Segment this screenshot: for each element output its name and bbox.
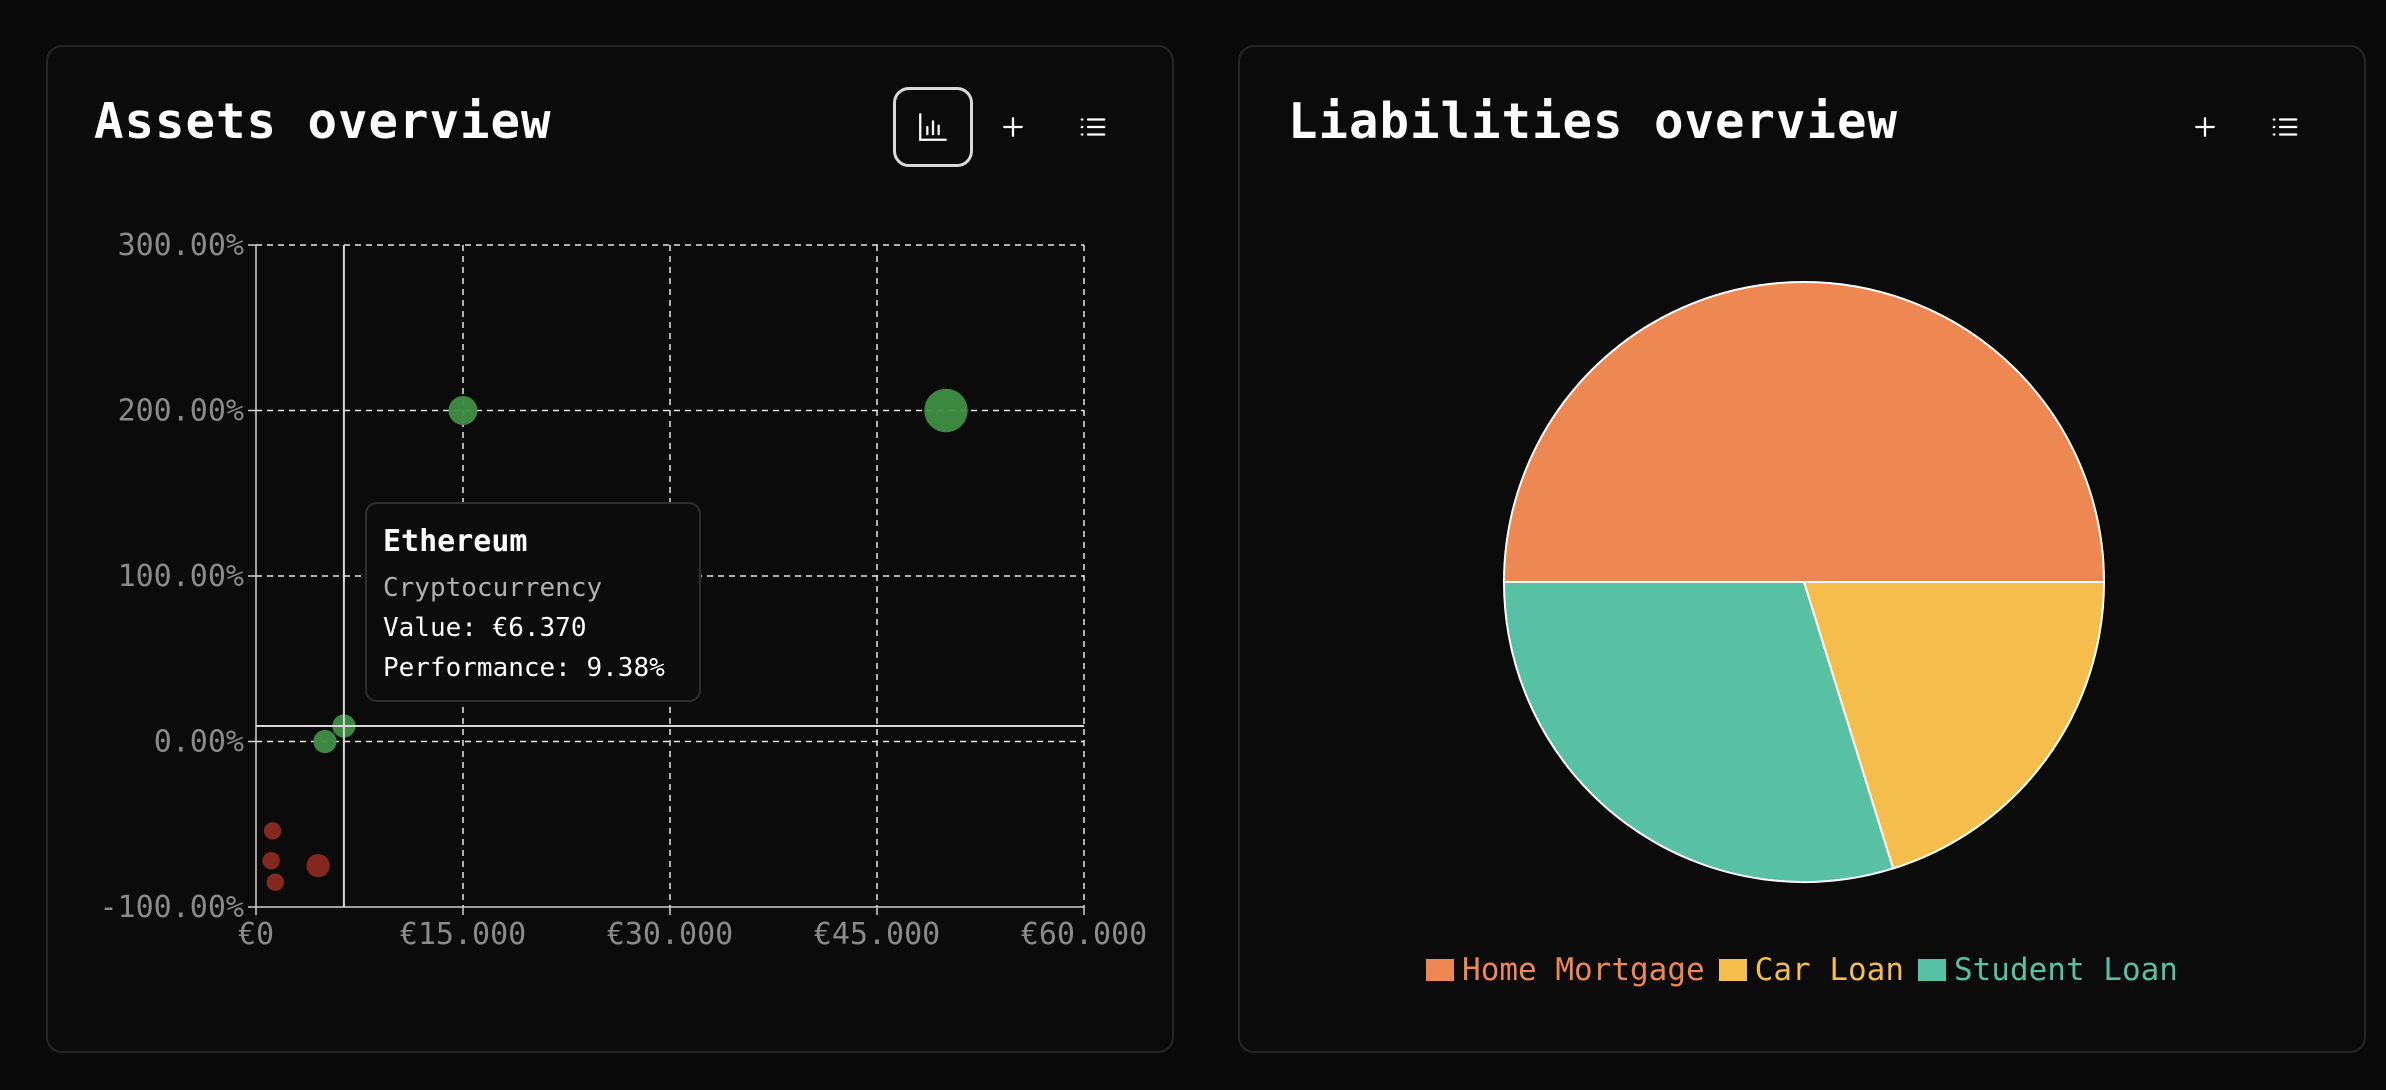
data-point [266, 873, 285, 891]
bar-chart-icon [919, 113, 947, 141]
list-icon [2272, 118, 2298, 136]
plus-icon [1003, 117, 1023, 137]
asset-tooltip: Ethereum Cryptocurrency Value: €6.370 Pe… [365, 502, 701, 702]
data-point [448, 396, 478, 425]
liabilities-pie-chart [1502, 281, 2106, 883]
legend-label: Car Loan [1754, 952, 1904, 988]
assets-title: Assets overview [94, 93, 552, 150]
y-tick-label: 200.00% [118, 394, 244, 429]
x-tick-label: €0 [238, 917, 274, 952]
legend-item[interactable]: Car Loan [1718, 952, 1904, 988]
y-tick-label: 0.00% [154, 725, 244, 760]
y-tick-label: -100.00% [100, 890, 245, 925]
x-tick-label: €15.000 [400, 917, 526, 952]
tooltip-title: Ethereum [383, 524, 528, 559]
data-point [306, 854, 330, 878]
tooltip-value: Value: €6.370 [383, 613, 587, 643]
x-tick-label: €30.000 [607, 917, 733, 952]
add-asset-button[interactable] [973, 87, 1053, 167]
x-tick-label: €60.000 [1021, 917, 1147, 952]
pie-slice-student-loan [1502, 581, 1895, 883]
legend-item[interactable]: Student Loan [1917, 952, 2178, 988]
x-tick-label: €45.000 [814, 917, 940, 952]
assets-scatter-chart: €0 €15.000 €30.000 €45.000 €60.000 -100.00% 0.… [100, 228, 1148, 952]
pie-slice-home-mortgage [1502, 281, 2106, 583]
liabilities-overview-card: Liabilities overview Home Mortgage Car Lo… [1238, 45, 2366, 1053]
legend-swatch [1426, 959, 1455, 981]
plus-icon [2195, 117, 2215, 137]
legend-label: Home Mortgage [1462, 952, 1705, 988]
tooltip-performance: Performance: 9.38% [383, 653, 665, 683]
legend-swatch [1917, 959, 1946, 981]
data-point [262, 851, 280, 870]
add-liability-button[interactable] [2165, 87, 2245, 167]
data-point [924, 388, 968, 433]
pie-legend: Home Mortgage Car Loan Student Loan [1240, 952, 2364, 988]
legend-label: Student Loan [1953, 952, 2178, 988]
pie-slice-car-loan [1802, 581, 2106, 870]
asset-list-button[interactable] [1053, 87, 1133, 167]
legend-item[interactable]: Home Mortgage [1426, 952, 1705, 988]
list-icon [1080, 118, 1106, 136]
tooltip-subtitle: Cryptocurrency [383, 573, 603, 603]
chart-view-button[interactable] [893, 87, 973, 167]
liabilities-title: Liabilities overview [1288, 93, 1899, 150]
liability-list-button[interactable] [2245, 87, 2325, 167]
assets-overview-card: Assets overview €0 €15.000 €30.000 €45.000 €… [46, 45, 1174, 1053]
y-tick-label: 100.00% [118, 559, 244, 594]
data-point [313, 729, 337, 754]
y-tick-label: 300.00% [118, 228, 244, 263]
legend-swatch [1718, 959, 1747, 981]
data-point [263, 822, 282, 840]
